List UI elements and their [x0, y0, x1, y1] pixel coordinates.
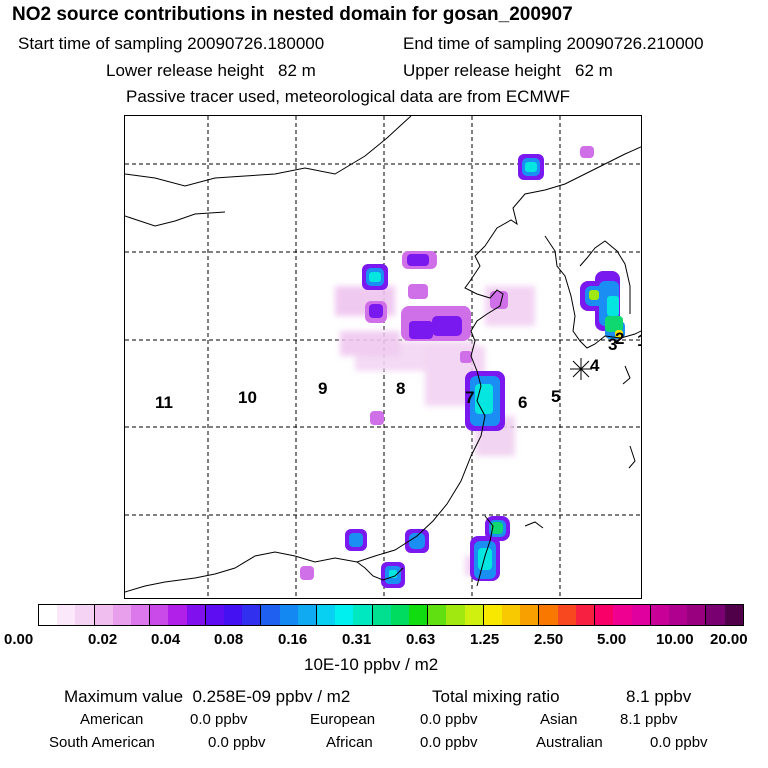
colorbar-swatch: [205, 605, 225, 625]
receptor-star-icon: [570, 358, 592, 380]
start-time-label: Start time of sampling 20090726.180000: [18, 34, 325, 53]
colorbar-swatch: [557, 605, 576, 625]
australian-label: Australian: [536, 734, 603, 751]
australian-value: 0.0 ppbv: [650, 734, 708, 751]
colorbar-swatch: [261, 605, 280, 625]
asian-label: Asian: [540, 711, 578, 728]
total-mixing-ratio-label: Total mixing ratio: [432, 687, 560, 706]
colorbar-swatch: [372, 605, 391, 625]
tick-label: 10.00: [656, 631, 694, 648]
lower-release-height-label: Lower release height 82 m: [106, 61, 316, 80]
tick-label: 1.25: [470, 631, 500, 648]
coastlines: [125, 116, 641, 593]
colorbar-swatch: [335, 605, 354, 625]
max-value-label: Maximum value 0.258E-09 ppbv / m2: [64, 687, 351, 706]
south-american-value: 0.0 ppbv: [208, 734, 266, 751]
colorbar-swatch: [186, 605, 206, 625]
american-value: 0.0 ppbv: [190, 711, 248, 728]
african-label: African: [326, 734, 373, 751]
colorbar-swatch: [279, 605, 298, 625]
colorbar-swatch: [502, 605, 521, 625]
colorbar-swatch: [317, 605, 336, 625]
tracer-note: Passive tracer used, meteorological data…: [126, 87, 571, 106]
total-mixing-ratio-value: 8.1 ppbv: [626, 687, 692, 706]
region-label-10: 10: [238, 388, 257, 407]
colorbar: [38, 604, 744, 626]
european-label: European: [310, 711, 376, 728]
colorbar-swatch: [724, 605, 743, 625]
region-label-1: 1: [637, 331, 642, 350]
colorbar-swatch: [428, 605, 447, 625]
colorbar-swatch: [464, 605, 484, 625]
colorbar-swatch: [150, 605, 169, 625]
tick-label: 20.00: [710, 631, 748, 648]
colorbar-swatch: [131, 605, 151, 625]
region-label-11: 11: [155, 393, 173, 412]
african-value: 0.0 ppbv: [420, 734, 478, 751]
tick-label: 0.16: [278, 631, 308, 648]
tick-label: 0.00: [4, 631, 34, 648]
tick-label: 0.08: [214, 631, 244, 648]
region-labels: 11 10 9 8 7 6 5 4 3 2 1: [155, 329, 642, 412]
grid-lines: [125, 116, 641, 598]
tick-label: 0.63: [406, 631, 436, 648]
european-value: 0.0 ppbv: [420, 711, 478, 728]
map-svg: 11 10 9 8 7 6 5 4 3 2 1: [125, 116, 642, 598]
colorbar-swatch: [668, 605, 688, 625]
plot-title: NO2 source contributions in nested domai…: [12, 4, 573, 25]
colorbar-swatch: [613, 605, 632, 625]
tick-label: 0.02: [88, 631, 118, 648]
end-time-label: End time of sampling 20090726.210000: [403, 34, 704, 53]
colorbar-swatch: [409, 605, 429, 625]
colorbar-swatch: [446, 605, 465, 625]
colorbar-swatch: [242, 605, 262, 625]
colorbar-unit: 10E-10 ppbv / m2: [304, 655, 439, 674]
region-label-5: 5: [551, 387, 560, 406]
tick-label: 0.04: [151, 631, 181, 648]
colorbar-swatch: [575, 605, 596, 625]
colorbar-swatch: [390, 605, 410, 625]
colorbar-swatch: [631, 605, 651, 625]
south-american-label: South American: [49, 734, 155, 751]
map-panel: 11 10 9 8 7 6 5 4 3 2 1: [124, 115, 642, 599]
region-label-3: 3: [608, 335, 617, 354]
colorbar-swatch: [687, 605, 707, 625]
colorbar-swatch: [57, 605, 76, 625]
region-label-2: 2: [615, 329, 624, 348]
region-label-7: 7: [465, 388, 474, 407]
colorbar-swatch: [539, 605, 558, 625]
tick-label: 2.50: [534, 631, 564, 648]
region-label-4: 4: [590, 356, 600, 375]
colorbar-swatch: [353, 605, 373, 625]
colorbar-swatch: [112, 605, 132, 625]
colorbar-swatch: [39, 605, 58, 625]
colorbar-swatch: [297, 605, 318, 625]
colorbar-swatch: [94, 605, 113, 625]
colorbar-swatch: [650, 605, 669, 625]
colorbar-swatch: [168, 605, 187, 625]
colorbar-swatch: [224, 605, 243, 625]
american-label: American: [80, 711, 144, 728]
asian-value: 8.1 ppbv: [620, 711, 678, 728]
concentration-field: [300, 146, 625, 588]
colorbar-swatch: [595, 605, 614, 625]
tick-label: 0.31: [342, 631, 372, 648]
region-label-9: 9: [318, 379, 327, 398]
region-label-8: 8: [396, 379, 405, 398]
region-label-6: 6: [518, 393, 527, 412]
colorbar-swatch: [483, 605, 503, 625]
colorbar-swatch: [75, 605, 95, 625]
colorbar-swatch: [520, 605, 540, 625]
upper-release-height-label: Upper release height 62 m: [403, 61, 613, 80]
colorbar-swatch: [706, 605, 725, 625]
tick-label: 5.00: [597, 631, 627, 648]
